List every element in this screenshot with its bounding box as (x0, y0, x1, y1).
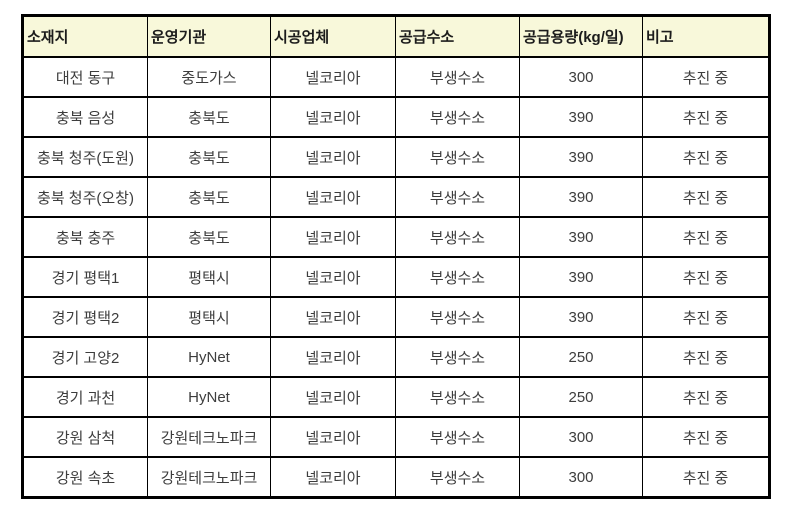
table-cell-capacity: 300 (519, 56, 643, 98)
table-cell-operator: 충북도 (147, 176, 271, 218)
table-cell-location: 충북 음성 (22, 96, 148, 138)
table-row: 충북 청주(도원) 충북도 넬코리아 부생수소 390 추진 중 (22, 136, 770, 178)
table-cell-capacity: 390 (519, 136, 643, 178)
table-cell-operator: HyNet (147, 336, 271, 378)
table-cell-remarks: 추진 중 (642, 376, 770, 418)
table-cell-hydrogen: 부생수소 (395, 336, 520, 378)
table-cell-remarks: 추진 중 (642, 256, 770, 298)
table-cell-hydrogen: 부생수소 (395, 416, 520, 458)
table-cell-capacity: 250 (519, 336, 643, 378)
table-cell-remarks: 추진 중 (642, 336, 770, 378)
table-row: 경기 평택2 평택시 넬코리아 부생수소 390 추진 중 (22, 296, 770, 338)
table-cell-remarks: 추진 중 (642, 416, 770, 458)
table-cell-location: 충북 충주 (22, 216, 148, 258)
table-cell-location: 강원 삼척 (22, 416, 148, 458)
table-cell-capacity: 390 (519, 216, 643, 258)
table-cell-location: 충북 청주(도원) (22, 136, 148, 178)
table-row: 경기 고양2 HyNet 넬코리아 부생수소 250 추진 중 (22, 336, 770, 378)
table-cell-constructor: 넬코리아 (270, 56, 396, 98)
table-container: 소재지 운영기관 시공업체 공급수소 공급용량(kg/일) 비고 대전 동구 중도가스 넬코리… (21, 14, 771, 499)
table-row: 충북 음성 충북도 넬코리아 부생수소 390 추진 중 (22, 96, 770, 138)
table-cell-remarks: 추진 중 (642, 96, 770, 138)
table-cell-operator: 충북도 (147, 96, 271, 138)
table-cell-remarks: 추진 중 (642, 456, 770, 499)
column-header-capacity: 공급용량(kg/일) (519, 14, 643, 58)
table-cell-constructor: 넬코리아 (270, 216, 396, 258)
column-header-location: 소재지 (22, 14, 148, 58)
table-cell-hydrogen: 부생수소 (395, 456, 520, 499)
table-cell-constructor: 넬코리아 (270, 256, 396, 298)
column-header-operator: 운영기관 (147, 14, 271, 58)
table-cell-hydrogen: 부생수소 (395, 216, 520, 258)
table-cell-remarks: 추진 중 (642, 216, 770, 258)
table-cell-location: 경기 과천 (22, 376, 148, 418)
column-header-remarks: 비고 (642, 14, 770, 58)
table-cell-hydrogen: 부생수소 (395, 136, 520, 178)
table-cell-constructor: 넬코리아 (270, 416, 396, 458)
table-cell-constructor: 넬코리아 (270, 136, 396, 178)
table-cell-location: 경기 평택2 (22, 296, 148, 338)
table-cell-operator: 평택시 (147, 256, 271, 298)
table-cell-constructor: 넬코리아 (270, 176, 396, 218)
table-cell-operator: 충북도 (147, 216, 271, 258)
table-cell-constructor: 넬코리아 (270, 296, 396, 338)
table-cell-operator: 중도가스 (147, 56, 271, 98)
table-row: 강원 삼척 강원테크노파크 넬코리아 부생수소 300 추진 중 (22, 416, 770, 458)
table-cell-operator: 평택시 (147, 296, 271, 338)
table-cell-operator: HyNet (147, 376, 271, 418)
column-header-hydrogen: 공급수소 (395, 14, 520, 58)
table-cell-hydrogen: 부생수소 (395, 96, 520, 138)
table-cell-constructor: 넬코리아 (270, 96, 396, 138)
table-cell-constructor: 넬코리아 (270, 456, 396, 499)
table-row: 충북 청주(오창) 충북도 넬코리아 부생수소 390 추진 중 (22, 176, 770, 218)
table-cell-capacity: 390 (519, 296, 643, 338)
table-cell-capacity: 300 (519, 456, 643, 499)
table-cell-location: 경기 고양2 (22, 336, 148, 378)
table-cell-location: 경기 평택1 (22, 256, 148, 298)
table-row: 대전 동구 중도가스 넬코리아 부생수소 300 추진 중 (22, 56, 770, 98)
table-cell-capacity: 390 (519, 96, 643, 138)
table-cell-remarks: 추진 중 (642, 296, 770, 338)
hydrogen-station-status-table: 소재지 운영기관 시공업체 공급수소 공급용량(kg/일) 비고 대전 동구 중도가스 넬코리… (21, 14, 771, 499)
table-cell-constructor: 넬코리아 (270, 336, 396, 378)
table-cell-hydrogen: 부생수소 (395, 56, 520, 98)
table-row: 충북 충주 충북도 넬코리아 부생수소 390 추진 중 (22, 216, 770, 258)
table-cell-hydrogen: 부생수소 (395, 256, 520, 298)
table-cell-location: 강원 속초 (22, 456, 148, 499)
table-cell-location: 충북 청주(오창) (22, 176, 148, 218)
table-row: 경기 평택1 평택시 넬코리아 부생수소 390 추진 중 (22, 256, 770, 298)
table-row: 강원 속초 강원테크노파크 넬코리아 부생수소 300 추진 중 (22, 456, 770, 499)
table-cell-hydrogen: 부생수소 (395, 376, 520, 418)
table-cell-operator: 강원테크노파크 (147, 416, 271, 458)
table-cell-remarks: 추진 중 (642, 176, 770, 218)
table-cell-operator: 충북도 (147, 136, 271, 178)
table-cell-capacity: 250 (519, 376, 643, 418)
table-cell-capacity: 390 (519, 256, 643, 298)
table-cell-location: 대전 동구 (22, 56, 148, 98)
header-row: 소재지 운영기관 시공업체 공급수소 공급용량(kg/일) 비고 (22, 14, 770, 58)
table-cell-capacity: 390 (519, 176, 643, 218)
table-cell-operator: 강원테크노파크 (147, 456, 271, 499)
table-cell-hydrogen: 부생수소 (395, 176, 520, 218)
table-cell-constructor: 넬코리아 (270, 376, 396, 418)
table-cell-remarks: 추진 중 (642, 136, 770, 178)
table-cell-hydrogen: 부생수소 (395, 296, 520, 338)
column-header-constructor: 시공업체 (270, 14, 396, 58)
table-cell-remarks: 추진 중 (642, 56, 770, 98)
table-cell-capacity: 300 (519, 416, 643, 458)
table-row: 경기 과천 HyNet 넬코리아 부생수소 250 추진 중 (22, 376, 770, 418)
